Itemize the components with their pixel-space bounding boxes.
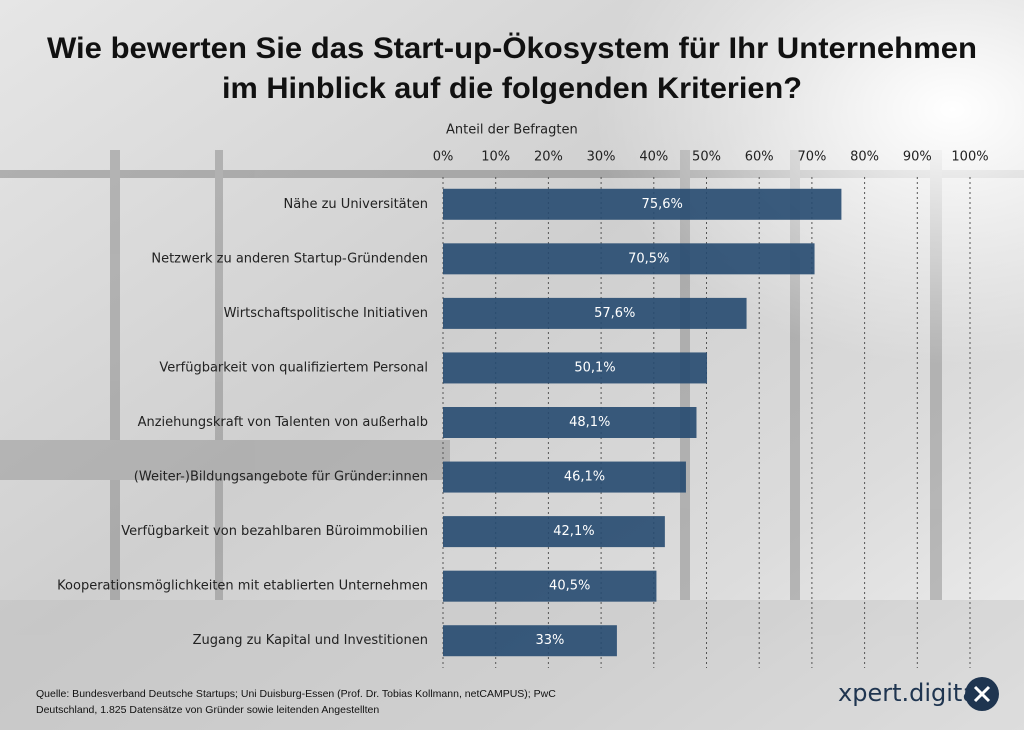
category-label: Anziehungskraft von Talenten von außerha…	[138, 415, 428, 430]
axis-label: Anteil der Befragten	[446, 123, 578, 138]
chart-title: Wie bewerten Sie das Start-up-Ökosystem …	[47, 32, 977, 65]
bar	[443, 243, 815, 275]
chart-title: im Hinblick auf die folgenden Kriterien?	[222, 72, 802, 105]
x-tick-label: 30%	[587, 150, 616, 165]
bar	[443, 188, 842, 220]
category-label: Verfügbarkeit von bezahlbaren Büroimmobi…	[121, 524, 428, 539]
value-label: 57,6%	[594, 306, 635, 321]
category-label: Verfügbarkeit von qualifiziertem Persona…	[159, 360, 428, 375]
brand: xpert.digital	[838, 679, 984, 707]
value-label: 40,5%	[549, 579, 590, 594]
source: Quelle: Bundesverband Deutsche Startups;…	[36, 688, 556, 700]
x-tick-label: 80%	[850, 150, 879, 165]
bar	[443, 461, 686, 493]
bar	[443, 297, 747, 329]
category-label: Wirtschaftspolitische Initiativen	[224, 306, 428, 321]
category-label: Zugang zu Kapital und Investitionen	[193, 633, 428, 648]
category-label: (Weiter-)Bildungsangebote für Gründer:in…	[134, 470, 428, 485]
bar	[443, 516, 665, 548]
x-tick-label: 50%	[692, 150, 721, 165]
bar	[443, 625, 617, 657]
category-label: Nähe zu Universitäten	[284, 197, 428, 212]
category-label: Netzwerk zu anderen Startup-Gründenden	[151, 251, 428, 266]
x-tick-label: 10%	[481, 150, 510, 165]
bar	[443, 407, 697, 438]
value-label: 70,5%	[628, 251, 669, 266]
value-label: 46,1%	[564, 470, 605, 485]
x-tick-label: 70%	[797, 150, 826, 165]
value-label: 50,1%	[574, 360, 615, 375]
bar	[443, 570, 657, 602]
x-tick-label: 0%	[433, 150, 454, 165]
value-label: 48,1%	[569, 415, 610, 430]
bar	[443, 352, 708, 384]
value-label: 75,6%	[642, 197, 683, 212]
brand-logo	[965, 677, 999, 711]
x-tick-label: 20%	[534, 150, 563, 165]
x-tick-label: 60%	[745, 150, 774, 165]
category-label: Kooperationsmöglichkeiten mit etablierte…	[57, 579, 428, 594]
value-label: 42,1%	[553, 524, 594, 539]
x-tick-label: 100%	[951, 150, 988, 165]
x-tick-label: 40%	[639, 150, 668, 165]
source: Deutschland, 1.825 Datensätze von Gründe…	[36, 704, 379, 716]
x-tick-label: 90%	[903, 150, 932, 165]
value-label: 33%	[536, 633, 565, 648]
